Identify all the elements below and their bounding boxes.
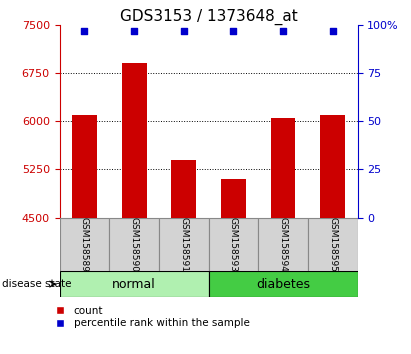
Bar — [258, 218, 308, 271]
Text: disease state: disease state — [2, 279, 72, 289]
Point — [180, 28, 187, 34]
Bar — [221, 179, 246, 218]
Point — [230, 28, 237, 34]
Point — [81, 28, 88, 34]
Text: GSM158595: GSM158595 — [328, 217, 337, 272]
Bar — [271, 118, 296, 218]
Point — [330, 28, 336, 34]
Text: GSM158591: GSM158591 — [179, 217, 188, 272]
Bar — [308, 218, 358, 271]
Title: GDS3153 / 1373648_at: GDS3153 / 1373648_at — [120, 8, 298, 25]
Bar — [320, 115, 345, 218]
Bar — [171, 160, 196, 218]
Point — [131, 28, 137, 34]
Text: GSM158593: GSM158593 — [229, 217, 238, 272]
Bar — [109, 218, 159, 271]
Bar — [208, 218, 258, 271]
Text: diabetes: diabetes — [256, 278, 310, 291]
Text: GSM158590: GSM158590 — [129, 217, 139, 272]
Bar — [122, 63, 146, 218]
Bar — [72, 115, 97, 218]
Bar — [208, 271, 358, 297]
Bar — [159, 218, 208, 271]
Bar — [60, 271, 209, 297]
Text: GSM158589: GSM158589 — [80, 217, 89, 272]
Text: GSM158594: GSM158594 — [279, 217, 288, 272]
Text: normal: normal — [112, 278, 156, 291]
Legend: count, percentile rank within the sample: count, percentile rank within the sample — [46, 302, 254, 332]
Point — [280, 28, 286, 34]
Bar — [60, 218, 109, 271]
